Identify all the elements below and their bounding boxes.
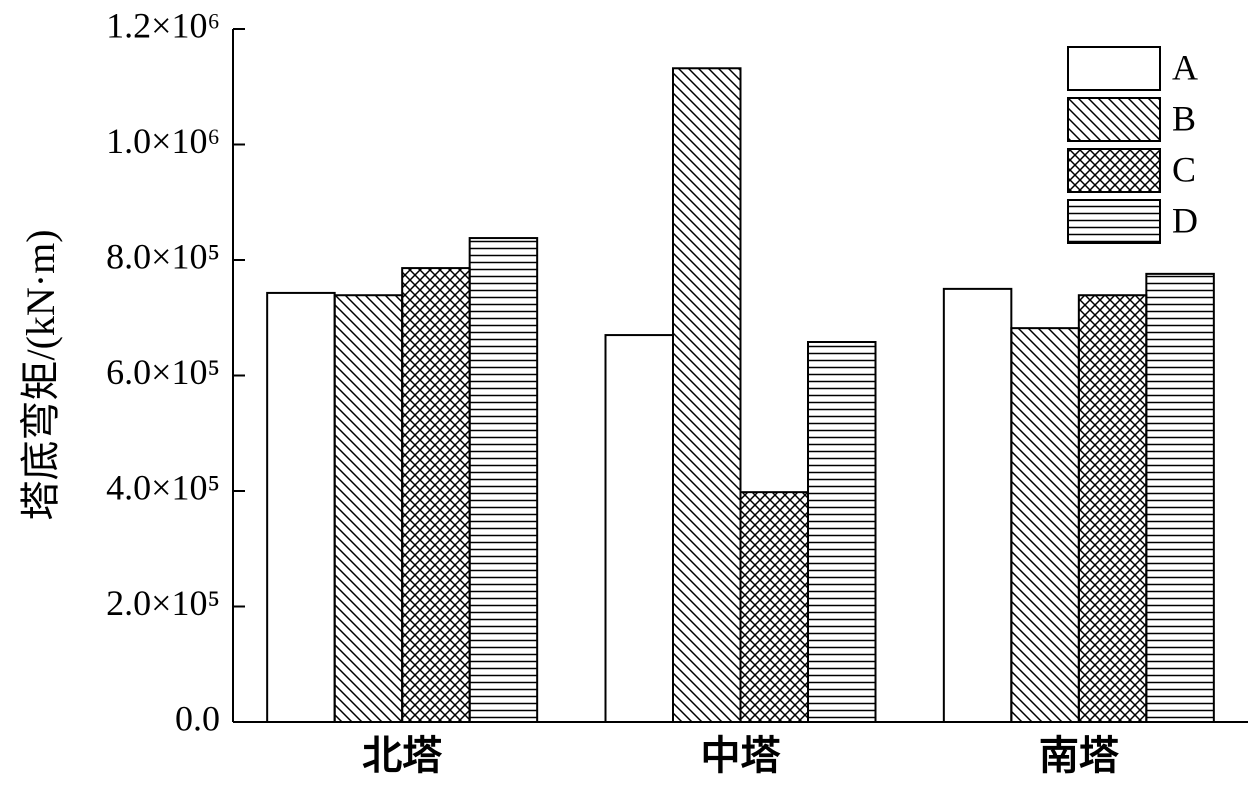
bar: [401, 267, 471, 723]
legend-label: D: [1172, 200, 1198, 240]
legend-label: A: [1172, 47, 1198, 87]
y-tick-label: 4.0×10⁵: [106, 467, 220, 507]
legend-swatch: [1067, 148, 1161, 193]
y-tick-label: 8.0×10⁵: [106, 236, 220, 276]
legend-swatch: [1067, 97, 1161, 142]
legend-label: B: [1172, 98, 1196, 138]
bar: [604, 334, 674, 723]
bar: [672, 67, 742, 723]
bar: [468, 237, 539, 723]
y-tick-label: 0.0: [175, 698, 220, 738]
legend-label: C: [1172, 149, 1196, 189]
legend-swatch: [1067, 199, 1161, 244]
y-tick-label: 6.0×10⁵: [106, 352, 220, 392]
y-axis-label: 塔底弯矩/(kN·m): [18, 229, 63, 520]
bar: [739, 491, 809, 723]
y-tick-label: 1.0×10⁶: [106, 121, 220, 161]
bar: [266, 291, 336, 723]
bar: [942, 287, 1013, 723]
bar: [1010, 327, 1080, 723]
bar: [1077, 294, 1148, 723]
x-tick-label: 北塔: [362, 733, 443, 778]
x-tick-label: 中塔: [701, 733, 782, 778]
y-tick-label: 1.2×10⁶: [106, 5, 220, 45]
bar: [333, 294, 404, 723]
bar: [1145, 272, 1215, 723]
bar: [807, 341, 877, 723]
legend-swatch: [1067, 46, 1161, 91]
x-tick-label: 南塔: [1039, 733, 1120, 778]
y-tick-label: 2.0×10⁵: [106, 583, 220, 623]
